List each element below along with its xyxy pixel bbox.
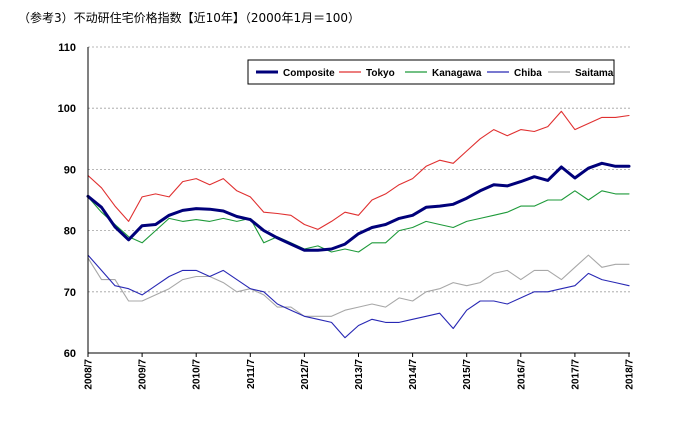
y-axis-tick-labels: 60 70 80 90 100 110: [58, 42, 76, 360]
x-tick-label: 2016/7: [516, 359, 527, 390]
y-tick-label: 80: [64, 226, 76, 238]
legend-label-tokyo: Tokyo: [366, 68, 395, 79]
legend-label-chiba: Chiba: [514, 68, 542, 79]
series-line-tokyo: [87, 110, 630, 230]
legend-label-composite: Composite: [283, 68, 335, 79]
legend-label-saitama: Saitama: [575, 68, 614, 79]
series-line-chiba: [87, 254, 630, 339]
x-tick-label: 2012/7: [300, 359, 311, 390]
x-tick-label: 2008/7: [84, 359, 95, 390]
x-tick-label: 2011/7: [246, 359, 257, 389]
y-tick-label: 70: [64, 287, 76, 299]
x-tick-label: 2013/7: [354, 359, 365, 390]
legend-label-kanagawa: Kanagawa: [432, 68, 482, 79]
x-tick-label: 2010/7: [192, 359, 203, 390]
y-tick-label: 110: [58, 42, 76, 54]
chart-title: （参考3）不动研住宅价格指数【近10年】（2000年1月＝100）: [18, 10, 360, 25]
y-tick-label: 100: [58, 103, 76, 115]
series-line-composite: [86, 161, 631, 252]
x-axis-tick-labels: 2008/7 2009/7 2010/7 2011/7 2012/7 2013/7 2014…: [84, 353, 636, 390]
legend: Composite Tokyo Kanagawa Chiba Saitama: [247, 59, 615, 85]
x-tick-label: 2018/7: [625, 359, 636, 390]
x-tick-label: 2009/7: [138, 359, 149, 390]
series-line-kanagawa: [87, 190, 630, 253]
y-tick-label: 60: [64, 348, 76, 360]
x-tick-label: 2017/7: [570, 359, 581, 390]
series-line-saitama: [87, 254, 630, 317]
series-lines: [86, 110, 631, 339]
y-tick-label: 90: [64, 164, 76, 176]
x-tick-label: 2015/7: [462, 359, 473, 390]
x-tick-label: 2014/7: [408, 359, 419, 390]
